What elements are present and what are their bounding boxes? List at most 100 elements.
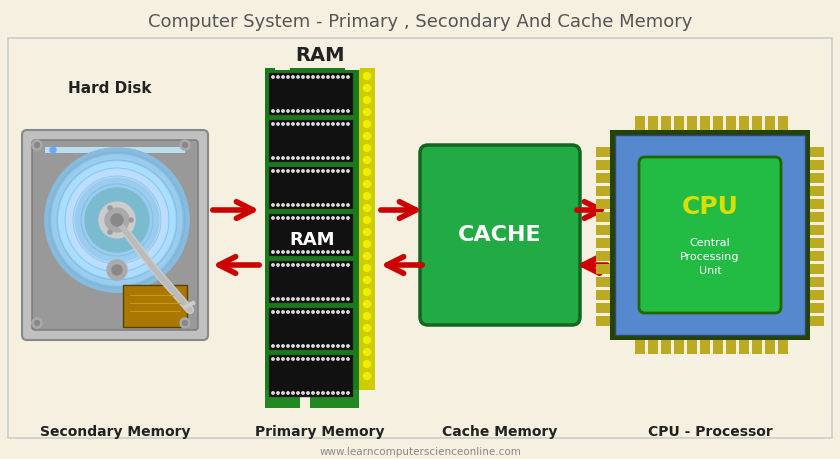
Circle shape bbox=[327, 311, 329, 313]
Circle shape bbox=[286, 311, 289, 313]
FancyBboxPatch shape bbox=[269, 261, 353, 303]
Circle shape bbox=[302, 110, 304, 112]
Circle shape bbox=[272, 110, 274, 112]
Circle shape bbox=[347, 110, 349, 112]
Circle shape bbox=[337, 311, 339, 313]
FancyBboxPatch shape bbox=[596, 264, 610, 274]
Circle shape bbox=[277, 123, 279, 125]
FancyBboxPatch shape bbox=[810, 316, 824, 326]
Circle shape bbox=[312, 170, 314, 172]
FancyBboxPatch shape bbox=[300, 390, 310, 408]
Circle shape bbox=[286, 204, 289, 206]
Circle shape bbox=[332, 76, 334, 78]
FancyBboxPatch shape bbox=[269, 73, 353, 115]
Circle shape bbox=[327, 392, 329, 394]
Text: CPU: CPU bbox=[681, 195, 738, 219]
Circle shape bbox=[342, 264, 344, 266]
Circle shape bbox=[327, 170, 329, 172]
Circle shape bbox=[342, 157, 344, 159]
Circle shape bbox=[277, 264, 279, 266]
Circle shape bbox=[347, 217, 349, 219]
FancyBboxPatch shape bbox=[810, 290, 824, 300]
Circle shape bbox=[364, 84, 370, 91]
Circle shape bbox=[332, 157, 334, 159]
Circle shape bbox=[322, 217, 324, 219]
Circle shape bbox=[50, 147, 56, 153]
Circle shape bbox=[34, 142, 39, 147]
Circle shape bbox=[332, 345, 334, 347]
Circle shape bbox=[317, 76, 319, 78]
Circle shape bbox=[291, 123, 294, 125]
Circle shape bbox=[32, 318, 42, 328]
Circle shape bbox=[32, 140, 42, 150]
Circle shape bbox=[312, 392, 314, 394]
Text: Primary Memory: Primary Memory bbox=[255, 425, 385, 439]
FancyBboxPatch shape bbox=[765, 340, 775, 354]
Circle shape bbox=[107, 260, 127, 280]
FancyBboxPatch shape bbox=[635, 116, 645, 130]
Circle shape bbox=[286, 123, 289, 125]
Circle shape bbox=[364, 192, 370, 200]
Circle shape bbox=[332, 123, 334, 125]
FancyBboxPatch shape bbox=[810, 212, 824, 222]
FancyBboxPatch shape bbox=[596, 316, 610, 326]
Circle shape bbox=[337, 358, 339, 360]
Circle shape bbox=[364, 348, 370, 356]
Circle shape bbox=[337, 392, 339, 394]
FancyBboxPatch shape bbox=[265, 68, 375, 390]
FancyBboxPatch shape bbox=[8, 38, 832, 438]
Circle shape bbox=[307, 358, 309, 360]
Circle shape bbox=[286, 264, 289, 266]
Circle shape bbox=[347, 157, 349, 159]
FancyBboxPatch shape bbox=[810, 238, 824, 248]
Circle shape bbox=[281, 110, 284, 112]
Circle shape bbox=[286, 251, 289, 253]
Circle shape bbox=[327, 358, 329, 360]
Circle shape bbox=[312, 251, 314, 253]
Circle shape bbox=[347, 358, 349, 360]
FancyBboxPatch shape bbox=[596, 251, 610, 261]
Circle shape bbox=[302, 204, 304, 206]
Circle shape bbox=[297, 311, 299, 313]
Circle shape bbox=[332, 311, 334, 313]
Circle shape bbox=[327, 157, 329, 159]
Circle shape bbox=[297, 157, 299, 159]
Text: Secondary Memory: Secondary Memory bbox=[39, 425, 190, 439]
Circle shape bbox=[317, 251, 319, 253]
Text: RAM: RAM bbox=[295, 45, 344, 65]
Circle shape bbox=[302, 311, 304, 313]
Circle shape bbox=[337, 251, 339, 253]
Circle shape bbox=[277, 217, 279, 219]
Circle shape bbox=[332, 217, 334, 219]
Circle shape bbox=[307, 123, 309, 125]
Circle shape bbox=[342, 358, 344, 360]
Circle shape bbox=[277, 298, 279, 300]
Circle shape bbox=[297, 204, 299, 206]
Circle shape bbox=[364, 168, 370, 175]
Circle shape bbox=[277, 358, 279, 360]
Circle shape bbox=[342, 217, 344, 219]
Circle shape bbox=[342, 251, 344, 253]
Circle shape bbox=[277, 345, 279, 347]
Circle shape bbox=[312, 358, 314, 360]
Circle shape bbox=[337, 264, 339, 266]
Circle shape bbox=[332, 204, 334, 206]
Circle shape bbox=[337, 298, 339, 300]
Circle shape bbox=[322, 123, 324, 125]
FancyBboxPatch shape bbox=[713, 340, 723, 354]
Circle shape bbox=[272, 345, 274, 347]
Circle shape bbox=[307, 298, 309, 300]
Circle shape bbox=[272, 298, 274, 300]
Circle shape bbox=[317, 157, 319, 159]
Circle shape bbox=[322, 311, 324, 313]
Circle shape bbox=[317, 123, 319, 125]
Circle shape bbox=[281, 76, 284, 78]
Circle shape bbox=[297, 217, 299, 219]
FancyBboxPatch shape bbox=[275, 60, 290, 70]
Circle shape bbox=[272, 392, 274, 394]
Circle shape bbox=[291, 264, 294, 266]
Circle shape bbox=[342, 76, 344, 78]
Circle shape bbox=[297, 358, 299, 360]
Circle shape bbox=[342, 204, 344, 206]
FancyBboxPatch shape bbox=[661, 116, 671, 130]
